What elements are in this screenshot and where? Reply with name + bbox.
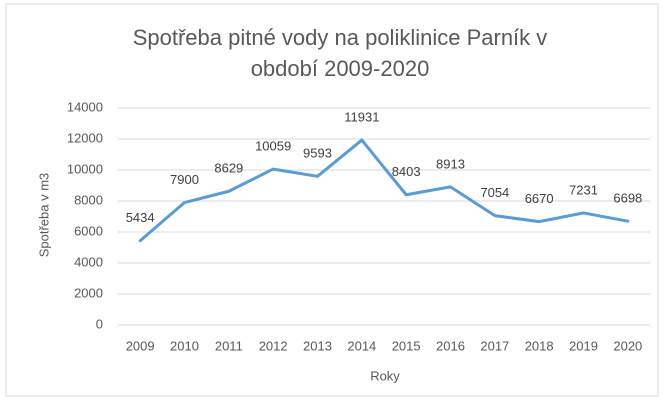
data-label: 8629 <box>214 161 243 176</box>
y-tick-label: 0 <box>96 316 103 331</box>
x-tick-label: 2016 <box>436 338 465 353</box>
data-label: 8403 <box>392 164 421 179</box>
data-label: 7900 <box>170 172 199 187</box>
x-tick-label: 2010 <box>170 338 199 353</box>
chart-border <box>5 3 659 397</box>
x-tick-label: 2015 <box>392 338 421 353</box>
y-tick-label: 12000 <box>67 130 103 145</box>
data-label: 6698 <box>613 191 642 206</box>
x-tick-label: 2012 <box>259 338 288 353</box>
data-label: 8913 <box>436 156 465 171</box>
x-tick-label: 2017 <box>480 338 509 353</box>
x-tick-label: 2013 <box>303 338 332 353</box>
y-tick-label: 2000 <box>74 285 103 300</box>
y-tick-label: 6000 <box>74 223 103 238</box>
x-tick-label: 2011 <box>215 338 243 353</box>
x-axis-label: Roky <box>370 368 400 383</box>
data-label: 5434 <box>126 210 155 225</box>
y-tick-label: 8000 <box>74 192 103 207</box>
y-tick-label: 10000 <box>67 161 103 176</box>
x-tick-label: 2020 <box>613 338 642 353</box>
data-label: 10059 <box>255 139 291 154</box>
data-label: 6670 <box>525 191 554 206</box>
data-label: 7231 <box>569 182 598 197</box>
data-label: 11931 <box>344 110 379 125</box>
x-tick-label: 2009 <box>126 338 155 353</box>
data-label: 7054 <box>480 185 509 200</box>
data-label: 9593 <box>303 146 332 161</box>
y-tick-label: 4000 <box>74 254 103 269</box>
x-tick-label: 2019 <box>569 338 598 353</box>
chart-title: Spotřeba pitné vody na poliklinice Parní… <box>132 25 548 81</box>
x-tick-label: 2014 <box>347 338 376 353</box>
y-axis-label: Spotřeba v m3 <box>36 173 51 258</box>
y-tick-label: 14000 <box>67 99 103 114</box>
x-tick-label: 2018 <box>525 338 554 353</box>
data-line <box>138 138 630 243</box>
